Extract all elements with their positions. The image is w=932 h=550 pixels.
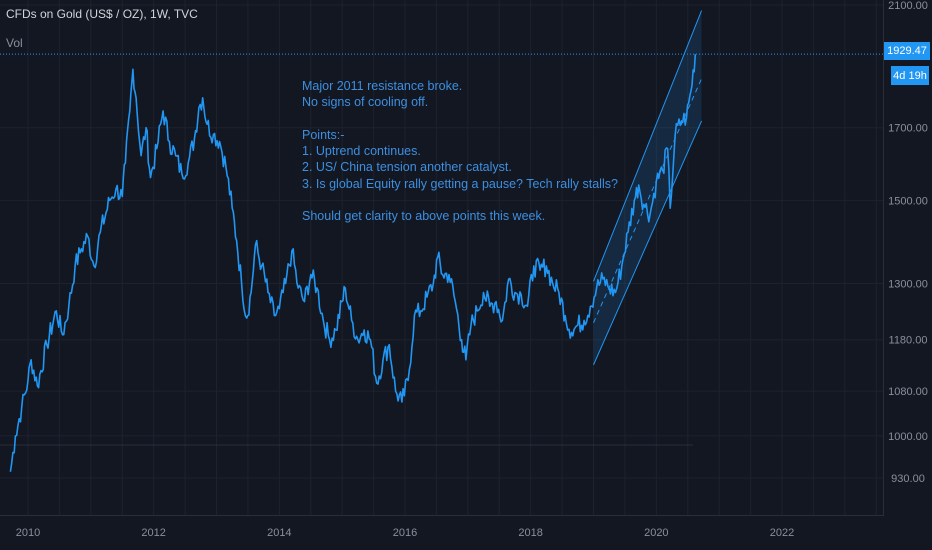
plot-bottom-border — [0, 515, 884, 516]
channel-upper-line — [593, 10, 703, 282]
annotation-line: 2. US/ China tension another catalyst. — [302, 160, 512, 175]
y-tick-label: 1080.00 — [888, 386, 928, 398]
annotation-line: Should get clarity to above points this … — [302, 209, 546, 224]
channel-lower-line — [593, 120, 703, 366]
y-tick-label: 1300.00 — [888, 278, 928, 290]
y-tick-label: 930.00 — [891, 473, 925, 485]
text-annotation[interactable]: Major 2011 resistance broke. No signs of… — [302, 78, 618, 225]
annotation-line: Major 2011 resistance broke. — [302, 79, 463, 93]
price-axis[interactable]: 2100.00 1700.00 1500.00 1300.00 1180.00 1080.… — [888, 0, 928, 485]
last-price-tag: 1929.47 — [884, 42, 930, 60]
bar-countdown-tag: 4d 19h — [891, 66, 929, 85]
y-tick-label: 1000.00 — [888, 431, 928, 443]
price-axis-border — [883, 0, 884, 515]
x-tick-label: 2016 — [393, 527, 417, 539]
x-tick-label: 2010 — [16, 527, 40, 539]
y-tick-label: 1500.00 — [888, 195, 928, 207]
x-tick-label: 2018 — [518, 527, 542, 539]
x-tick-label: 2020 — [644, 527, 668, 539]
x-tick-label: 2012 — [141, 527, 165, 539]
y-tick-label: 1180.00 — [889, 335, 928, 347]
annotation-line: 3. Is global Equity rally getting a paus… — [302, 176, 618, 191]
annotation-line: Points:- — [302, 127, 345, 142]
x-tick-label: 2022 — [770, 527, 794, 539]
volume-label: Vol — [6, 36, 23, 50]
x-tick-label: 2014 — [267, 527, 291, 539]
annotation-line — [302, 111, 618, 127]
y-tick-label: 1700.00 — [888, 123, 928, 135]
gold-price-line — [9, 54, 697, 472]
y-tick-label: 2100.00 — [888, 0, 928, 12]
annotation-line — [302, 192, 618, 208]
grid-lines — [0, 0, 884, 515]
time-axis[interactable]: 2010 2012 2014 2016 2018 2020 2022 — [16, 527, 794, 539]
annotation-line: 1. Uptrend continues. — [302, 144, 421, 159]
price-series — [9, 54, 697, 472]
chart-title: CFDs on Gold (US$ / OZ), 1W, TVC — [6, 7, 198, 21]
annotation-line: No signs of cooling off. — [302, 95, 429, 110]
